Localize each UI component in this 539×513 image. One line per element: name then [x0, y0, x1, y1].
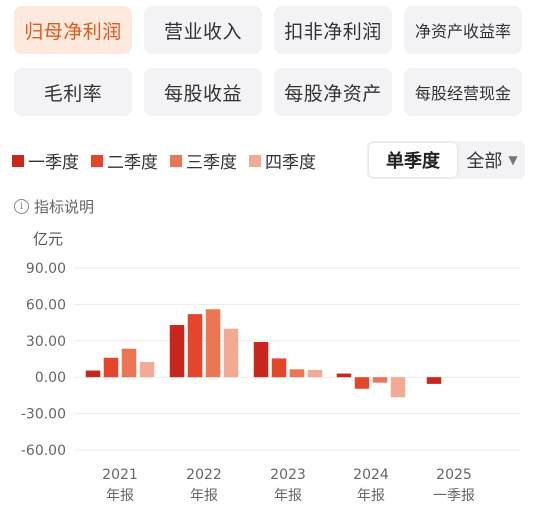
x-tick-year: 2024 — [353, 467, 389, 483]
legend-label-q3: 三季度 — [186, 153, 237, 173]
x-tick-report: 年报 — [357, 488, 385, 504]
x-tick-report: 年报 — [274, 488, 302, 504]
quarterly-profit-bar-chart: 90.00 60.00 30.00 0.00 -30.00 -60.00 2021 年报 202… — [21, 261, 520, 504]
tab-deducted-net-profit[interactable]: 扣非净利润 — [274, 6, 392, 54]
period-toggle: 单季度 全部 ▼ — [367, 141, 525, 179]
bar-3-2023 — [289, 369, 305, 378]
x-tick-year: 2023 — [270, 467, 306, 483]
x-tick-report: 年报 — [106, 488, 134, 504]
legend-label-q2: 二季度 — [107, 153, 158, 173]
toggle-all-dropdown[interactable]: 全部 ▼ — [459, 141, 525, 179]
y-axis-unit: 亿元 — [33, 230, 64, 248]
tab-net-profit-parent[interactable]: 归母净利润 — [14, 6, 132, 54]
y-tick-label: 0.00 — [35, 370, 66, 386]
caret-down-icon: ▼ — [508, 153, 518, 167]
y-tick-label: -60.00 — [21, 443, 66, 459]
x-tick-report: 年报 — [190, 488, 218, 504]
toggle-single-quarter[interactable]: 单季度 — [369, 143, 457, 177]
y-tick-label: -30.00 — [21, 407, 66, 423]
metric-tab-row-2: 毛利率 每股收益 每股净资产 每股经营现金 — [14, 68, 526, 116]
legend-item-q1[interactable]: 一季度 — [12, 148, 79, 173]
bar-4-2021 — [139, 362, 155, 378]
bar-1-2024 — [336, 373, 352, 378]
bar-3-2021 — [121, 348, 137, 378]
bar-1-2025 — [426, 377, 442, 384]
tab-operating-cash-per-share[interactable]: 每股经营现金 — [404, 68, 522, 116]
bar-2-2023 — [271, 358, 287, 378]
bar-3-2024 — [372, 377, 388, 383]
tab-gross-margin[interactable]: 毛利率 — [14, 68, 132, 116]
toggle-all-label: 全部 — [466, 151, 503, 172]
legend-item-q3[interactable]: 三季度 — [170, 148, 237, 173]
legend-swatch-q1 — [12, 154, 24, 167]
bar-2-2024 — [354, 377, 370, 389]
x-tick-year: 2025 — [436, 467, 472, 483]
tab-revenue[interactable]: 营业收入 — [144, 6, 262, 54]
x-tick-year: 2021 — [102, 467, 138, 483]
legend-item-q4[interactable]: 四季度 — [249, 148, 316, 173]
tab-eps[interactable]: 每股收益 — [144, 68, 262, 116]
y-tick-label: 90.00 — [26, 261, 66, 277]
bar-4-2023 — [307, 369, 323, 378]
legend-label-q4: 四季度 — [265, 153, 316, 173]
metric-tab-row-1: 归母净利润 营业收入 扣非净利润 净资产收益率 — [14, 6, 526, 54]
x-tick-year: 2022 — [186, 467, 222, 483]
bar-4-2024 — [390, 377, 406, 398]
legend-item-q2[interactable]: 二季度 — [91, 148, 158, 173]
bar-3-2022 — [205, 309, 221, 378]
y-tick-label: 30.00 — [26, 334, 66, 350]
indicator-explanation-link[interactable]: i 指标说明 — [14, 196, 94, 217]
indicator-explanation-label: 指标说明 — [34, 198, 95, 216]
chart-legend: 一季度 二季度 三季度 四季度 — [12, 148, 316, 173]
legend-label-q1: 一季度 — [28, 153, 79, 173]
bar-1-2021 — [85, 370, 101, 378]
bar-2-2022 — [187, 314, 203, 378]
bar-4-2022 — [223, 328, 239, 378]
bar-1-2023 — [253, 342, 269, 378]
bar-1-2022 — [169, 325, 185, 378]
tab-roe[interactable]: 净资产收益率 — [404, 6, 522, 54]
legend-swatch-q2 — [91, 154, 103, 167]
bar-2-2021 — [103, 357, 119, 378]
info-icon: i — [14, 199, 29, 214]
legend-swatch-q4 — [249, 154, 261, 167]
legend-swatch-q3 — [170, 154, 182, 167]
tab-bvps[interactable]: 每股净资产 — [274, 68, 392, 116]
y-tick-label: 60.00 — [26, 297, 66, 313]
x-tick-report: 一季报 — [433, 488, 475, 504]
metric-tab-grid: 归母净利润 营业收入 扣非净利润 净资产收益率 毛利率 每股收益 每股净资产 每… — [14, 6, 526, 130]
